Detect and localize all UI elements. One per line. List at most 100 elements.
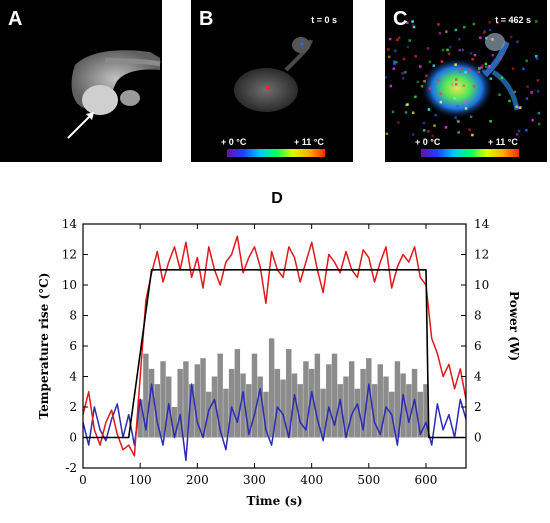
noise-speckle [516,40,519,43]
y-axis-label-left: Temperature rise (°C) [37,273,51,420]
x-tick-label: 600 [415,473,438,487]
y-tick-label-left: 4 [69,370,77,384]
noise-speckle [427,130,430,133]
arrow-icon [67,114,92,139]
y-tick-label-left: 14 [62,217,78,231]
noise-speckle [404,71,407,74]
power-bar [188,384,195,438]
noise-speckle [404,111,408,114]
panel-a-letter: A [8,8,23,30]
panel-b-colorbar-max: + 11 °C [294,137,324,147]
noise-speckle [464,71,467,74]
noise-speckle [458,38,461,41]
noise-speckle [393,62,396,65]
power-bar [360,368,366,438]
x-tick-label: 0 [79,473,87,487]
noise-speckle [440,60,444,63]
noise-speckle [406,45,409,49]
noise-speckle [436,78,440,82]
noise-speckle [489,120,492,123]
target-line [83,269,466,439]
noise-speckle [515,105,518,108]
noise-speckle [416,80,420,84]
noise-speckle [385,132,389,135]
noise-speckle [452,100,456,104]
noise-speckle [469,52,473,55]
power-bar [297,384,303,438]
noise-speckle [406,103,409,106]
noise-speckle [477,70,481,74]
noise-speckle [422,121,426,125]
noise-speckle [461,48,465,52]
y-tick-label-left: -2 [65,461,77,475]
power-bar [274,368,281,438]
y-tick-label-right: 4 [474,370,482,384]
power-bar [223,388,229,438]
noise-speckle [434,113,437,117]
noise-speckle [389,84,393,88]
noise-speckle [538,122,541,126]
noise-speckle [456,105,459,108]
noise-speckle [454,116,457,119]
power-bar [331,353,338,438]
noise-speckle [484,62,488,66]
power-bar [217,353,223,438]
y-tick-label-left: 6 [69,339,77,353]
panel-b-colorbar [227,149,325,157]
noise-speckle [439,100,443,104]
reference-temperature-line [82,383,467,462]
x-axis-label: Time (s) [246,494,302,508]
noise-speckle [535,54,538,58]
noise-speckle [468,128,471,131]
y-tick-label-right: 0 [474,431,482,445]
noise-speckle [428,60,432,64]
noise-speckle [423,129,426,132]
noise-speckle [457,131,460,134]
panel-c-time: t = 462 s [495,15,531,25]
noise-speckle [526,85,529,88]
power-bar [200,358,206,438]
noise-speckle [535,20,538,23]
power-bar [148,368,155,438]
y-axis-label-right: Power (W) [507,291,521,361]
noise-speckle [525,97,529,100]
noise-speckle [426,47,430,50]
power-bar [326,364,332,438]
noise-speckle [388,37,392,41]
noise-speckle [455,78,458,81]
noise-speckle [420,85,424,88]
noise-speckle [396,38,399,42]
noise-speckle [530,91,533,94]
noise-speckle [414,55,417,58]
noise-speckle [463,26,466,29]
power-bar [240,373,246,438]
y-tick-label-left: 12 [62,248,77,262]
noise-speckle [482,69,485,73]
noise-speckle [477,96,481,99]
y-tick-label-right: 10 [474,278,489,292]
panel-c-colorbar-min: + 0 °C [415,137,441,147]
y-tick-label-left: 0 [69,431,77,445]
noise-speckle [411,24,415,27]
power-bar [354,388,361,438]
noise-speckle [412,25,416,29]
noise-speckle [517,105,520,109]
power-bar [160,361,166,438]
power-bar [206,391,212,438]
panel-b-letter: B [199,8,214,30]
noise-speckle [419,65,422,68]
noise-speckle [401,77,405,80]
noise-speckle [498,93,501,96]
noise-speckle [485,36,488,40]
noise-speckle [392,67,395,70]
noise-speckle [519,106,522,109]
power-bar [337,384,343,438]
noise-speckle [483,29,487,33]
power-bar [303,361,309,438]
noise-speckle [462,84,465,87]
noise-speckle [455,83,458,86]
noise-speckle [431,134,434,138]
power-bar [366,358,372,438]
power-bar [194,364,201,438]
measured-temperature-line [82,235,467,457]
